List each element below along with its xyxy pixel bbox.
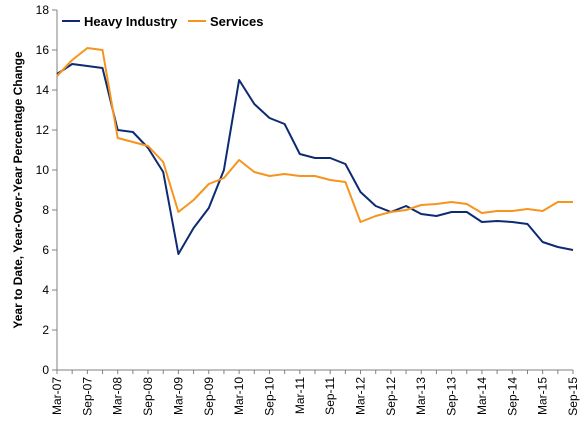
y-tick-label: 16 bbox=[36, 43, 50, 57]
y-axis-title: Year to Date, Year-Over-Year Percentage … bbox=[11, 51, 25, 329]
x-tick-label: Sep-12 bbox=[384, 377, 398, 416]
y-tick-label: 2 bbox=[42, 323, 49, 337]
x-tick-label: Mar-09 bbox=[171, 377, 185, 415]
x-axis-ticks: Mar-07 Sep-07 Mar-08 Sep-08 Mar-09 Sep-09 Mar-… bbox=[50, 370, 580, 416]
y-tick-label: 6 bbox=[42, 243, 49, 257]
y-axis-ticks: 0 2 4 6 8 10 12 14 16 18 bbox=[36, 3, 57, 377]
x-tick-label: Mar-11 bbox=[293, 377, 307, 414]
x-tick-label: Mar-10 bbox=[232, 377, 246, 415]
x-tick-label: Mar-12 bbox=[354, 377, 368, 415]
x-tick-label: Sep-10 bbox=[262, 377, 276, 416]
x-tick-label: Sep-08 bbox=[141, 377, 155, 416]
legend-label-services: Services bbox=[210, 14, 264, 29]
x-tick-label: Mar-07 bbox=[50, 377, 64, 415]
x-tick-label: Sep-14 bbox=[505, 377, 519, 416]
y-tick-label: 12 bbox=[36, 123, 50, 137]
y-tick-label: 8 bbox=[42, 203, 49, 217]
series-lines bbox=[56, 47, 574, 255]
x-tick-label: Sep-07 bbox=[80, 377, 94, 416]
series-line-services bbox=[56, 47, 573, 223]
x-tick-label: Mar-13 bbox=[414, 377, 428, 415]
y-tick-label: 14 bbox=[36, 83, 50, 97]
x-tick-label: Mar-14 bbox=[475, 377, 489, 415]
legend: Heavy Industry Services bbox=[62, 14, 264, 29]
x-tick-label: Sep-09 bbox=[202, 377, 216, 416]
y-tick-label: 4 bbox=[42, 283, 49, 297]
x-tick-label: Mar-08 bbox=[111, 377, 125, 415]
axes bbox=[56, 10, 573, 371]
x-tick-label: Sep-11 bbox=[323, 377, 337, 415]
y-tick-label: 0 bbox=[42, 363, 49, 377]
x-tick-label: Sep-13 bbox=[445, 377, 459, 416]
y-tick-label: 10 bbox=[36, 163, 50, 177]
legend-label-heavy-industry: Heavy Industry bbox=[84, 14, 178, 29]
x-tick-label: Sep-15 bbox=[566, 377, 580, 416]
x-tick-label: Mar-15 bbox=[536, 377, 550, 415]
series-line-heavy-industry bbox=[56, 63, 574, 255]
y-tick-label: 18 bbox=[36, 3, 50, 17]
